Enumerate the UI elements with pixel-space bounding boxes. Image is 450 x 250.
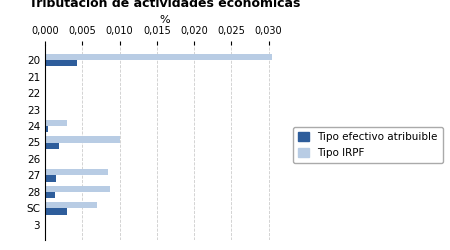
Bar <box>45 176 56 182</box>
Bar <box>45 54 272 60</box>
Bar <box>45 142 59 149</box>
Bar <box>45 186 110 192</box>
Title: Tributación de actividades económicas: Tributación de actividades económicas <box>28 0 300 10</box>
Bar <box>45 192 55 198</box>
Bar <box>45 126 48 132</box>
X-axis label: %: % <box>159 15 170 25</box>
Legend: Tipo efectivo atribuible, Tipo IRPF: Tipo efectivo atribuible, Tipo IRPF <box>293 127 443 163</box>
Bar <box>45 202 97 208</box>
Bar <box>45 136 120 142</box>
Bar <box>45 120 67 126</box>
Bar <box>45 169 108 175</box>
Bar <box>45 60 77 66</box>
Bar <box>45 208 67 215</box>
